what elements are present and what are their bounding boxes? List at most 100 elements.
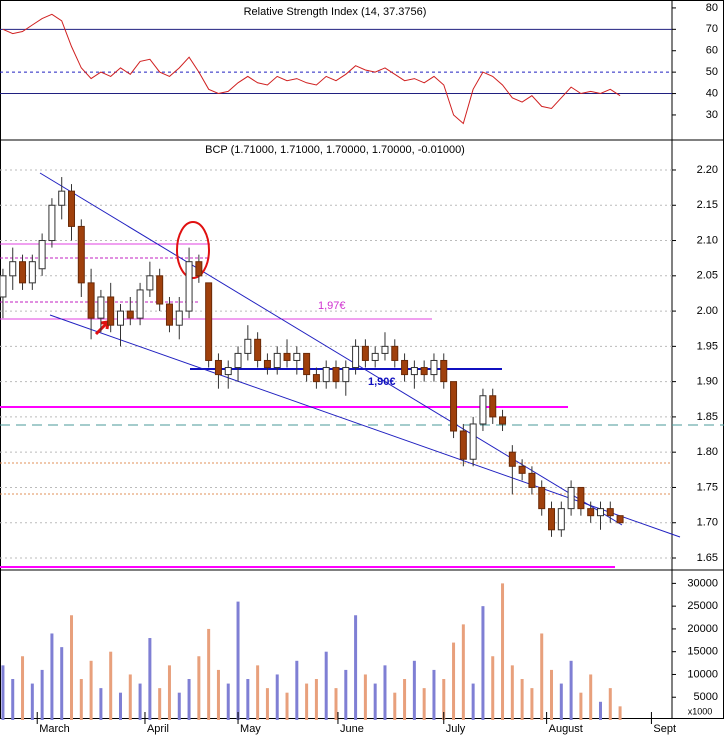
volume-bar [422, 688, 426, 720]
y-tick-label: 5000 [694, 691, 718, 703]
volume-bar [256, 665, 260, 720]
candle-body [116, 310, 124, 326]
candle-body [361, 345, 369, 361]
volume-bar [246, 679, 250, 720]
y-tick-label: 1.90 [697, 376, 718, 388]
volume-bar [11, 679, 15, 720]
y-tick-label: 50 [706, 66, 718, 78]
volume-bar [79, 679, 83, 720]
y-tick-label: 2.00 [697, 305, 718, 317]
y-tick-label: 70 [706, 23, 718, 35]
volume-bar [559, 683, 563, 720]
volume-bar [187, 679, 191, 720]
candle-body [263, 359, 271, 369]
x-tick-label: Sept [653, 723, 676, 735]
volume-bar [354, 615, 358, 720]
candle-body [195, 261, 203, 277]
candle-body [596, 508, 604, 517]
y-tick-label: 2.15 [697, 199, 718, 211]
candle-body [107, 296, 115, 326]
candle-body [254, 338, 262, 361]
candle-body [459, 430, 467, 460]
candle-body [87, 282, 95, 319]
volume-bar [334, 688, 338, 720]
volume-bar [432, 669, 436, 720]
volume-bar [501, 583, 505, 720]
candle-body [0, 275, 7, 298]
candle-body [538, 486, 546, 510]
y-tick-label: 2.05 [697, 270, 718, 282]
volume-bar [314, 679, 318, 720]
volume-bar [50, 633, 54, 720]
candle-body [293, 352, 301, 361]
candle-body [440, 359, 448, 383]
candle-body [165, 303, 173, 326]
volume-bar [207, 628, 211, 720]
candle-body [205, 282, 213, 361]
candle-body [224, 367, 232, 376]
candle-body [606, 508, 614, 517]
volume-bar [393, 692, 397, 720]
candle-body [342, 367, 350, 383]
rsi-line [2, 13, 621, 125]
candle-body [77, 225, 85, 284]
y-tick-label: 30000 [687, 577, 718, 589]
candle-body [332, 367, 340, 383]
volume-bar [589, 674, 593, 720]
candle-body [420, 367, 428, 376]
annotation: 1,97€ [318, 300, 346, 312]
candle-body [273, 352, 281, 369]
y-tick-label: 30 [706, 109, 718, 121]
candle-body [322, 367, 330, 383]
price-title: BCP (1.71000, 1.71000, 1.70000, 1.70000,… [205, 144, 465, 156]
channel-line [49, 314, 681, 538]
volume-bar [481, 606, 485, 720]
candle-body [9, 261, 17, 277]
volume-bar [236, 601, 240, 720]
y-tick-label: 60 [706, 45, 718, 57]
volume-bar [216, 669, 220, 720]
volume-unit: x1000 [688, 706, 713, 716]
annotations: 1,97€ 1,90€ [0, 172, 724, 568]
volume-bar [30, 683, 34, 720]
candle-body [97, 296, 105, 319]
volume-bar [1, 665, 5, 720]
volume-bar [344, 669, 348, 720]
candle-body [567, 486, 575, 510]
volume-bar [452, 642, 456, 720]
candle-body [234, 352, 242, 369]
candle-body [38, 240, 46, 270]
candle-body [499, 416, 507, 425]
volume-bar [373, 683, 377, 720]
volume-bar [118, 692, 122, 720]
volume-bar [99, 688, 103, 720]
candle-body [371, 352, 379, 361]
x-tick-label: March [39, 723, 70, 735]
candle-body [401, 359, 409, 376]
volume-bar [618, 706, 622, 720]
candle-body [548, 508, 556, 531]
volume-bar [442, 679, 446, 720]
volume-bar [540, 633, 544, 720]
volume-bar [471, 683, 475, 720]
candle-body [48, 204, 56, 242]
volume-bar [598, 701, 602, 720]
y-tick-label: 1.65 [697, 552, 718, 564]
candle-body [616, 515, 624, 524]
candle-body [312, 374, 320, 383]
annotation: 1,90€ [368, 376, 396, 388]
y-tick-label: 80 [706, 2, 718, 14]
x-tick-label: April [147, 723, 169, 735]
volume-bar [21, 656, 25, 720]
candle-body [156, 275, 164, 305]
x-tick-label: June [340, 723, 364, 735]
candle-body [19, 261, 27, 284]
candle-body [557, 508, 565, 531]
volume-bar [363, 674, 367, 720]
arrow [94, 320, 110, 336]
volume-bar [295, 660, 299, 720]
y-tick-label: 40 [706, 87, 718, 99]
volume-bar [579, 692, 583, 720]
candle-body [508, 451, 516, 467]
y-tick-label: 2.10 [697, 234, 718, 246]
